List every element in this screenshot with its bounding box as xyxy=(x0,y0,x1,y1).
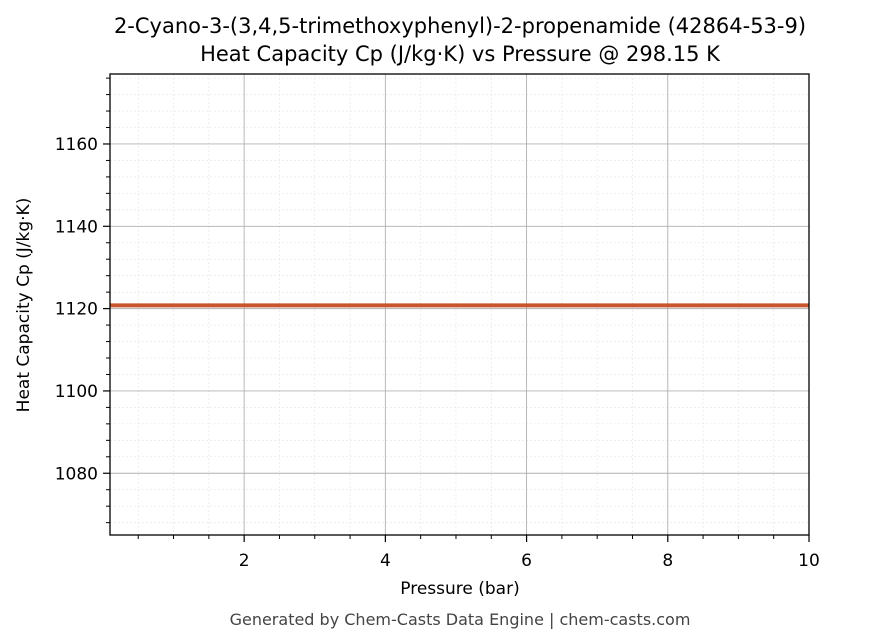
chart-title-line1: 2-Cyano-3-(3,4,5-trimethoxyphenyl)-2-pro… xyxy=(114,14,806,38)
y-tick-label: 1160 xyxy=(55,135,98,155)
x-tick-label: 10 xyxy=(798,551,820,571)
minor-gridlines xyxy=(110,74,809,535)
x-tick-label: 8 xyxy=(662,551,673,571)
y-tick-label: 1100 xyxy=(55,382,98,402)
chart-title-line2: Heat Capacity Cp (J/kg·K) vs Pressure @ … xyxy=(200,42,721,66)
footer-credit: Generated by Chem-Casts Data Engine | ch… xyxy=(230,610,691,629)
y-axis: 1080 1100 1120 1140 1160 xyxy=(55,77,110,524)
x-tick-label: 2 xyxy=(239,551,250,571)
x-tick-label: 6 xyxy=(521,551,532,571)
plot-frame xyxy=(109,73,810,536)
x-axis-label: Pressure (bar) xyxy=(400,579,519,599)
y-tick-label: 1140 xyxy=(55,217,98,237)
y-axis-label: Heat Capacity Cp (J/kg·K) xyxy=(14,198,34,413)
x-axis: 2 4 6 8 10 xyxy=(137,535,820,571)
y-tick-label: 1080 xyxy=(55,464,98,484)
y-tick-label: 1120 xyxy=(55,300,98,320)
x-tick-label: 4 xyxy=(380,551,391,571)
